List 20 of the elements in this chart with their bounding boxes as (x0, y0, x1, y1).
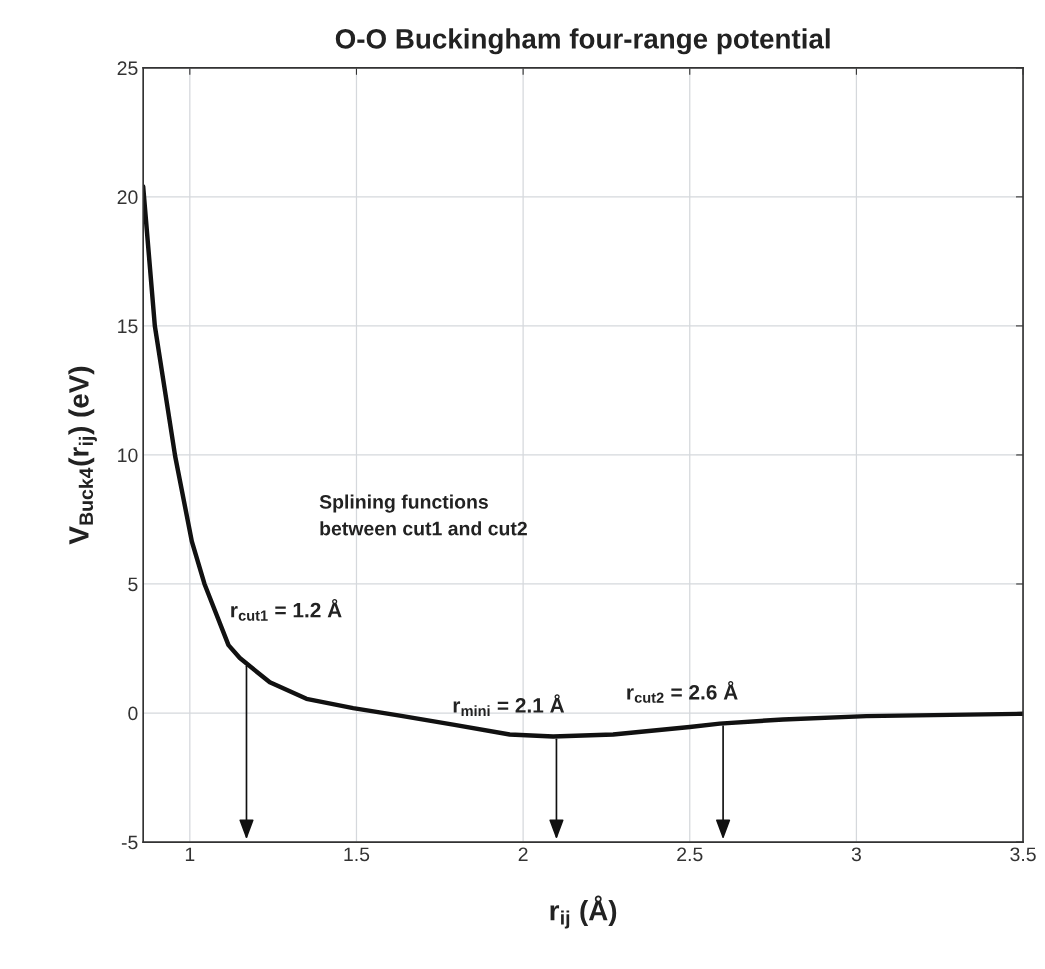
x-tick-label: 2 (518, 847, 528, 862)
y-axis-title: V$_{Buck4}$(r$_{ij}$) (eV) (68, 366, 97, 545)
y-tick-label: 20 (117, 190, 138, 205)
x-tick-label: 1 (185, 847, 195, 862)
y-tick-label: 10 (118, 448, 138, 463)
y-tick-label: 0 (128, 706, 138, 721)
x-tick-label: 1.5 (344, 847, 370, 862)
annotation: r$_{cut2}$ = 2.6 Å (627, 681, 738, 703)
annotation: Splining functions between cut1 and cut2 (319, 494, 527, 536)
annotation: r$_{mini}$ = 2.1 Å (453, 694, 565, 716)
y-tick-label: -5 (121, 835, 138, 850)
x-tick-label: 3 (851, 847, 861, 862)
x-axis-title: r$_{ij}$ (Å) (550, 895, 617, 929)
x-tick-label: 3.5 (1010, 847, 1036, 862)
annotation: r$_{cut1}$ = 1.2 Å (231, 598, 342, 621)
y-tick-label: 25 (117, 61, 138, 76)
x-tick-label: 2.5 (677, 847, 703, 862)
y-tick-label: 15 (118, 319, 138, 334)
y-tick-label: 5 (128, 577, 138, 592)
chart-title: O-O Buckingham four-range potential (335, 28, 830, 55)
